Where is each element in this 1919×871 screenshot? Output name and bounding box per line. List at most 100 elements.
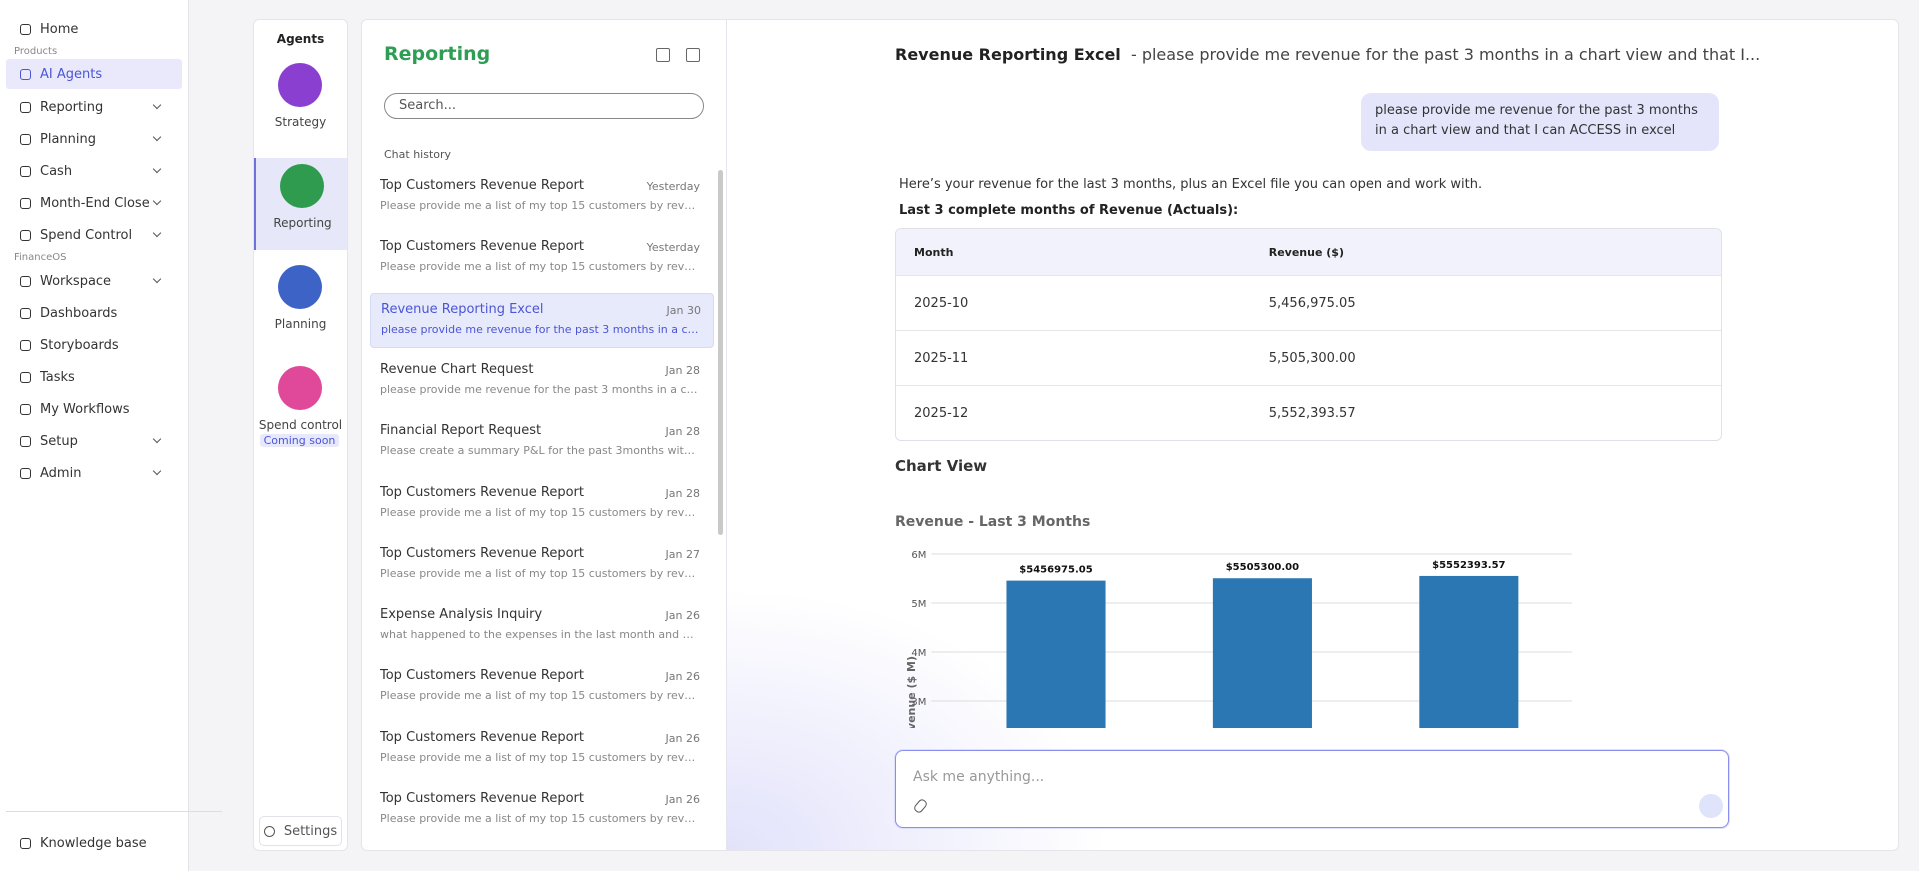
chat-preview: Please provide me a list of my top 15 cu…: [380, 689, 700, 703]
agents-column: Agents Settings Strategy Reporting Plannin…: [253, 19, 348, 851]
value-label: $5456975.05: [1019, 565, 1092, 576]
nav-item[interactable]: AI Agents: [6, 59, 182, 89]
chat-item[interactable]: Expense Analysis Inquiry Jan 26 what happe…: [370, 599, 712, 652]
nav-item[interactable]: Planning: [6, 123, 182, 155]
chat-date: Jan 26: [665, 793, 700, 806]
nav-item[interactable]: Storyboards: [6, 329, 182, 361]
chat-date: Jan 26: [665, 609, 700, 623]
nav-item[interactable]: Tasks: [6, 361, 182, 393]
table-row: 2025-10 5,456,975.05: [896, 275, 1721, 331]
icon: [20, 403, 31, 415]
bar: [1212, 578, 1312, 728]
agent[interactable]: Spend control Coming soon: [254, 360, 347, 452]
chat-title: Top Customers Revenue Report: [380, 239, 584, 255]
nav-item[interactable]: My Workflows: [6, 393, 182, 425]
chat-item[interactable]: Top Customers Revenue Report Jan 26 Please…: [370, 660, 712, 713]
agent-name: Planning: [274, 317, 327, 331]
nav-item[interactable]: Workspace: [6, 265, 182, 297]
scrollbar: [718, 170, 723, 535]
nav-section: Products: [14, 46, 58, 57]
table-header: Month Revenue ($): [896, 229, 1721, 276]
chart-viewport: 3M 4M 5M 6M Revenue ($ M) $5456975.05 $5505300…: [895, 540, 1577, 728]
search-input[interactable]: Search...: [384, 93, 704, 119]
chat-history-label: Chat history: [384, 148, 452, 161]
nav-item[interactable]: Spend Control: [6, 219, 182, 251]
chat-date: Jan 26: [665, 731, 700, 745]
icon: [20, 197, 31, 209]
chat-date: Jan 30: [666, 303, 701, 317]
chat-preview: Please provide me a list of my top 15 cu…: [380, 199, 700, 212]
nav-item[interactable]: Reporting: [6, 91, 182, 123]
cell: 2025-12: [896, 385, 1251, 440]
agent[interactable]: Planning: [254, 259, 347, 351]
label: AI Agents: [40, 66, 103, 82]
agent-avatar: [278, 265, 322, 309]
label: Workspace: [40, 273, 112, 289]
chat-item[interactable]: Top Customers Revenue Report Yesterday Ple…: [370, 170, 712, 223]
label: Month-End Close: [40, 195, 150, 211]
chat-title: Financial Report Request: [380, 423, 542, 439]
chat-preview: please provide me revenue for the past 3…: [381, 322, 701, 336]
label: Setup: [40, 433, 78, 449]
chevron: [152, 100, 162, 110]
chat-preview: please provide me revenue for the past 3…: [380, 382, 700, 396]
send-button[interactable]: [1699, 794, 1723, 818]
chat-date: Jan 28: [665, 363, 700, 377]
chevron: [152, 434, 162, 444]
icon: [20, 165, 31, 177]
agents-title: Agents: [276, 32, 325, 46]
agent-badge: Coming soon: [260, 434, 339, 447]
nav-item[interactable]: Admin: [6, 457, 182, 489]
label: My Workflows: [40, 401, 130, 417]
conversation-title: Revenue Reporting Excel: [895, 45, 1121, 64]
chevron: [152, 196, 162, 206]
label: Home: [40, 21, 79, 37]
y-axis-label: Revenue ($ M): [905, 656, 918, 728]
agent-avatar: [280, 164, 324, 208]
message-input[interactable]: Ask me anything...: [895, 750, 1729, 828]
agent[interactable]: Reporting: [254, 158, 347, 250]
chat-item[interactable]: Top Customers Revenue Report Jan 27 Please…: [370, 538, 712, 591]
icon: [263, 825, 275, 837]
chat-item[interactable]: Top Customers Revenue Report Yesterday Ple…: [370, 231, 712, 284]
label: Admin: [40, 465, 82, 481]
settings-button[interactable]: Settings: [259, 816, 342, 846]
chat-item[interactable]: Revenue Reporting Excel Jan 30 please prov…: [370, 292, 714, 348]
chat-item[interactable]: Top Customers Revenue Report Jan 26 Please…: [370, 722, 712, 775]
table-row: 2025-11 5,505,300.00: [896, 330, 1721, 386]
chevron: [152, 228, 162, 238]
chat-title: Top Customers Revenue Report: [380, 791, 584, 806]
nav-item[interactable]: Dashboards: [6, 297, 182, 329]
chat-list: Top Customers Revenue Report Yesterday Ple…: [362, 20, 726, 850]
chat-item[interactable]: Financial Report Request Jan 28 Please cre…: [370, 415, 712, 468]
placeholder: Search...: [399, 98, 457, 113]
agent[interactable]: Strategy: [254, 57, 347, 149]
agent-avatar: [278, 366, 322, 410]
nav-item[interactable]: Month-End Close: [6, 187, 182, 219]
chat-item[interactable]: Top Customers Revenue Report Jan 26 Please…: [370, 783, 712, 836]
nav-item[interactable]: Cash: [6, 155, 182, 187]
knowledge-base[interactable]: Knowledge base: [6, 827, 182, 859]
cell: 5,552,393.57: [1250, 385, 1721, 440]
icon: [20, 371, 31, 383]
icon: [20, 275, 31, 287]
label: Cash: [40, 163, 73, 179]
chat-title: Top Customers Revenue Report: [380, 484, 584, 500]
collapse-button[interactable]: [656, 48, 670, 62]
placeholder: Ask me anything...: [913, 769, 1045, 785]
chat-item[interactable]: Revenue Chart Request Jan 28 please provid…: [370, 354, 712, 407]
chat-preview: Please create a summary P&L for the past…: [380, 444, 700, 458]
new-chat-button[interactable]: [686, 48, 700, 62]
icon: [20, 435, 31, 447]
icon: [20, 229, 31, 241]
attach-button[interactable]: [912, 797, 929, 815]
label: Spend Control: [40, 227, 133, 243]
nav-item[interactable]: Setup: [6, 425, 182, 457]
bar: [1419, 575, 1519, 728]
chat-title: Expense Analysis Inquiry: [380, 607, 543, 623]
nav-item[interactable]: Home: [6, 13, 182, 45]
icon: [20, 23, 31, 35]
chat-item[interactable]: Top Customers Revenue Report Jan 28 Please…: [370, 477, 712, 530]
label: Settings: [283, 823, 338, 839]
icon: [20, 837, 31, 849]
